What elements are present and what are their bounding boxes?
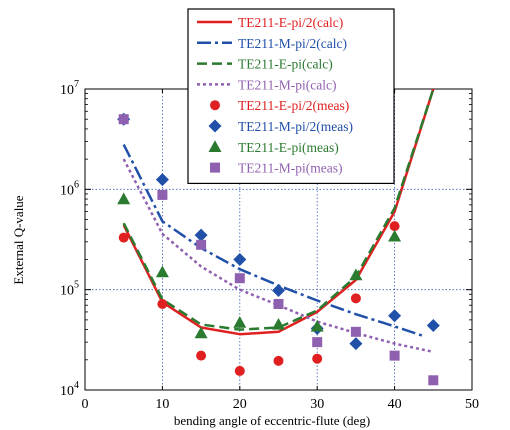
legend-swatch <box>210 100 220 111</box>
data-point <box>194 326 208 339</box>
data-point <box>233 316 247 328</box>
data-point <box>426 318 440 332</box>
legend-swatch <box>208 119 222 133</box>
series-line <box>122 158 434 354</box>
legend-swatch <box>208 140 222 152</box>
data-point <box>389 221 400 232</box>
data-point <box>196 239 207 250</box>
data-point <box>157 298 168 309</box>
data-point <box>194 228 208 242</box>
data-point <box>155 265 169 278</box>
data-point <box>273 355 284 366</box>
data-point <box>428 375 439 386</box>
data-point <box>312 353 323 364</box>
series-6 <box>117 192 402 339</box>
data-point <box>233 252 247 266</box>
data-point <box>272 317 285 330</box>
y-tick-label: 106 <box>60 179 79 198</box>
legend-label: TE211-M-pi/2(calc) <box>238 36 347 51</box>
data-point <box>157 189 168 200</box>
x-tick-label: 10 <box>155 397 169 412</box>
series-0 <box>122 89 435 336</box>
y-tick-labels: 104 105 106 107 <box>60 79 79 399</box>
data-point <box>388 229 402 242</box>
data-point <box>118 232 129 243</box>
data-point <box>388 309 402 323</box>
x-axis-title: bending angle of eccentric-flute (deg) <box>174 413 370 428</box>
y-tick-label: 107 <box>60 79 79 98</box>
series-line <box>122 89 435 336</box>
data-point <box>273 298 284 309</box>
legend-label: TE211-M-pi/2(meas) <box>238 119 353 134</box>
legend-label: TE211-E-pi/2(calc) <box>238 15 343 30</box>
x-tick-labels: 0 10 20 30 40 50 <box>82 397 480 412</box>
legend-label: TE211-E-pi(calc) <box>238 57 333 72</box>
series-3 <box>122 158 434 354</box>
series-7 <box>118 114 439 386</box>
data-point <box>349 337 363 351</box>
data-point <box>350 326 361 337</box>
data-point <box>312 337 323 348</box>
data-point <box>389 350 400 361</box>
data-point <box>349 268 363 281</box>
x-tick-label: 30 <box>310 397 324 412</box>
legend-label: TE211-E-pi(meas) <box>238 140 339 155</box>
legend: TE211-E-pi/2(calc) TE211-M-pi/2(calc) TE21… <box>187 8 395 184</box>
y-tick-label: 104 <box>60 380 79 399</box>
legend-label: TE211-E-pi/2(meas) <box>238 98 349 113</box>
y-axis-title: External Q-value <box>11 195 26 284</box>
series-layer <box>117 89 440 386</box>
legend-label: TE211-M-pi(calc) <box>238 77 336 92</box>
legend-box <box>187 8 395 184</box>
data-point <box>234 365 245 376</box>
data-point <box>272 284 285 298</box>
data-point <box>234 273 245 284</box>
x-tick-label: 20 <box>233 397 247 412</box>
data-point <box>118 114 129 125</box>
data-point <box>310 319 324 332</box>
y-tick-label: 105 <box>60 280 79 299</box>
x-tick-label: 40 <box>388 397 402 412</box>
data-point <box>155 173 169 187</box>
legend-swatch <box>210 162 220 173</box>
data-point <box>196 350 207 361</box>
x-tick-label: 50 <box>465 397 479 412</box>
x-tick-label: 0 <box>82 397 89 412</box>
data-point <box>117 192 131 205</box>
data-point <box>350 293 361 304</box>
series-4 <box>118 221 400 376</box>
legend-label: TE211-M-pi(meas) <box>238 161 342 176</box>
